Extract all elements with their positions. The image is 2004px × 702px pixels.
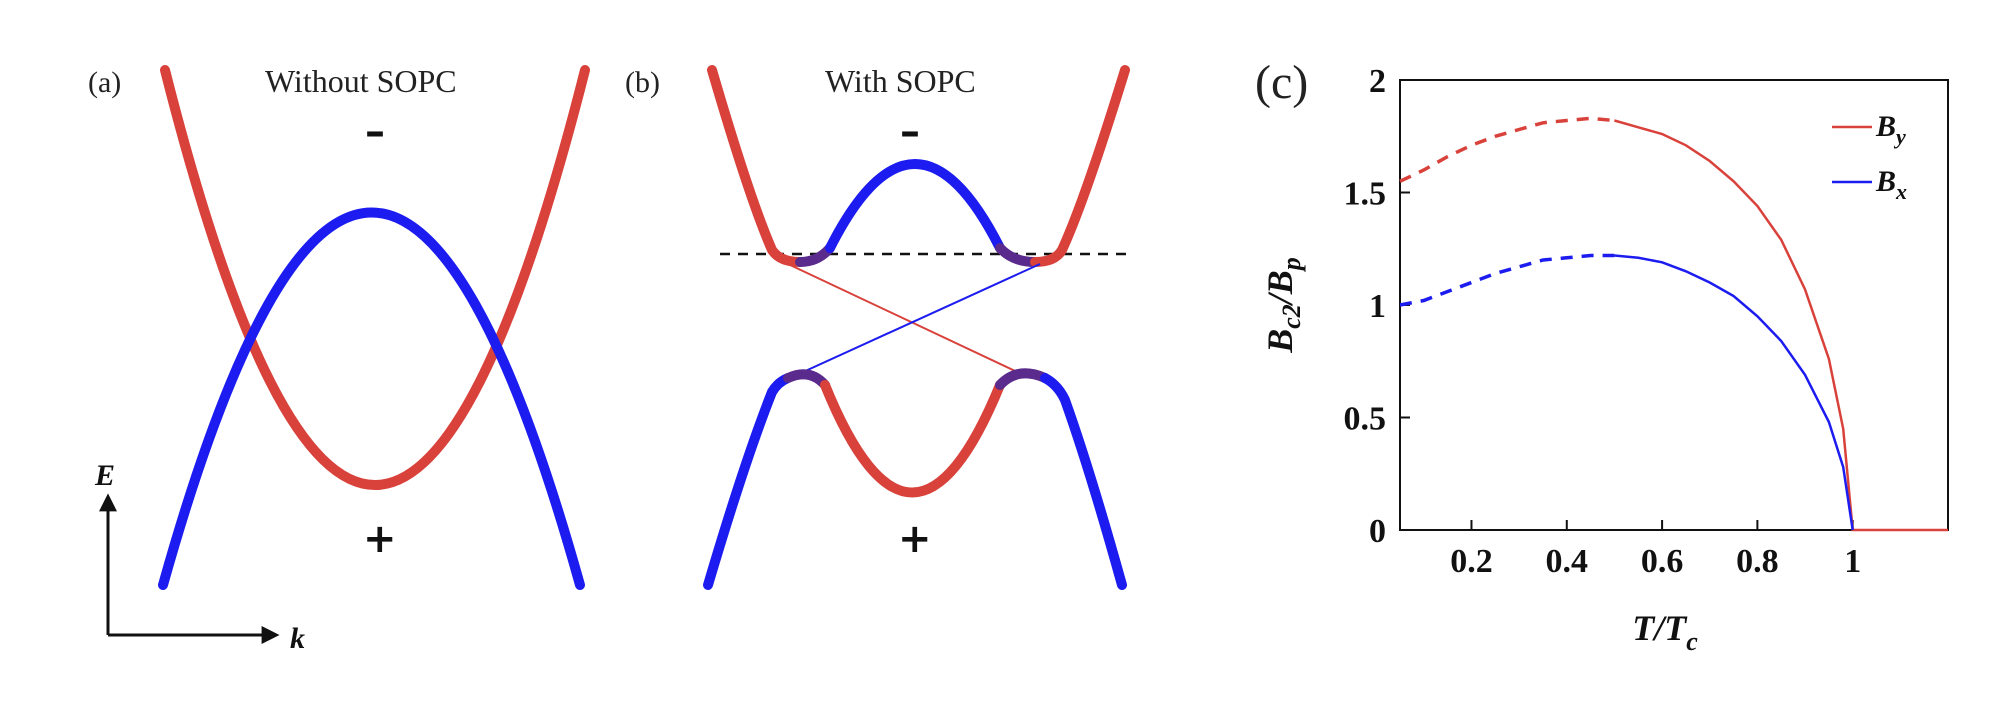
panel-b-plus-sign: + (898, 516, 932, 562)
legend-label-by-sub: y (1893, 124, 1906, 149)
y-tick-label: 0 (1369, 513, 1386, 550)
y-tick-label: 1 (1369, 288, 1386, 325)
panel-b: (b) With SOPC – + (625, 63, 1130, 590)
panel-a-label: (a) (88, 66, 121, 99)
panel-b-upper-right-red (1030, 65, 1130, 267)
y-axis-title-sub-2: p (1277, 257, 1306, 272)
panel-b-thin-blue-line (789, 263, 1041, 379)
panel-c-label: (c) (1255, 56, 1308, 109)
panel-a: (a) Without SOPC – + E k (88, 63, 590, 655)
y-axis-title-main-2: /B (1260, 270, 1300, 307)
series-bx-dashed-line (1399, 253, 1615, 307)
legend-label-bx-sub: x (1895, 179, 1907, 204)
panel-a-title: Without SOPC (265, 63, 457, 99)
panel-a-minus-sign: – (365, 109, 385, 155)
y-tick-label: 1.5 (1344, 176, 1387, 213)
legend-label-bx: Bx (1875, 165, 1907, 204)
series-by-dashed-line (1399, 116, 1615, 183)
panel-b-lower-purple-right (995, 368, 1050, 390)
panel-b-lower-red-dome (820, 380, 1005, 498)
momentum-axis-label: k (290, 622, 305, 655)
legend: By Bx (1832, 110, 1907, 204)
x-axis-title: T/Tc (1632, 608, 1698, 656)
series-layer (1399, 116, 1948, 532)
x-axis-title-sub: c (1686, 627, 1698, 656)
panel-b-thin-red-line (787, 263, 1031, 379)
x-tick-label: 0.2 (1450, 543, 1493, 580)
legend-label-by: By (1875, 110, 1906, 149)
series-by-solid-line (1614, 119, 1948, 532)
y-tick-label: 2 (1369, 63, 1386, 100)
x-tick-label: 1 (1844, 543, 1861, 580)
x-tick-label: 0.6 (1641, 543, 1684, 580)
panel-b-title: With SOPC (825, 63, 976, 99)
panel-b-lower-purple-left (783, 369, 830, 390)
y-axis-title-main-1: B (1260, 329, 1300, 354)
panel-b-upper-left-red (707, 65, 805, 267)
energy-axis-label: E (94, 459, 115, 492)
x-axis-title-main: T/T (1632, 608, 1688, 648)
panel-b-label: (b) (625, 66, 660, 99)
panel-c-chart: (c) 0.2 0.4 0.6 0.8 1 00.511.52 Bc2/Bp T/Tc … (1255, 56, 1949, 656)
panel-a-plus-sign: + (363, 516, 397, 562)
y-tick-label: 0.5 (1344, 401, 1387, 438)
plot-frame (1399, 79, 1949, 531)
y-axis-title: Bc2/Bp (1260, 257, 1306, 354)
panel-a-blue-band (158, 207, 585, 590)
legend-label-by-main: B (1875, 110, 1896, 143)
panel-b-minus-sign: – (900, 109, 920, 155)
x-tick-label: 0.8 (1736, 543, 1779, 580)
panel-b-upper-blue-dome (825, 159, 1005, 253)
panel-b-lower-left-blue (703, 373, 793, 590)
y-axis-title-sub-1: c2 (1277, 304, 1306, 329)
y-axis-ticks: 0 0.5 1 1.5 2 (1344, 63, 1410, 550)
x-tick-label: 0.4 (1546, 543, 1589, 580)
legend-label-bx-main: B (1875, 165, 1896, 198)
panel-b-lower-right-blue (1040, 373, 1127, 590)
panel-a-red-band (160, 65, 590, 490)
series-bx-solid-line (1614, 254, 1854, 531)
